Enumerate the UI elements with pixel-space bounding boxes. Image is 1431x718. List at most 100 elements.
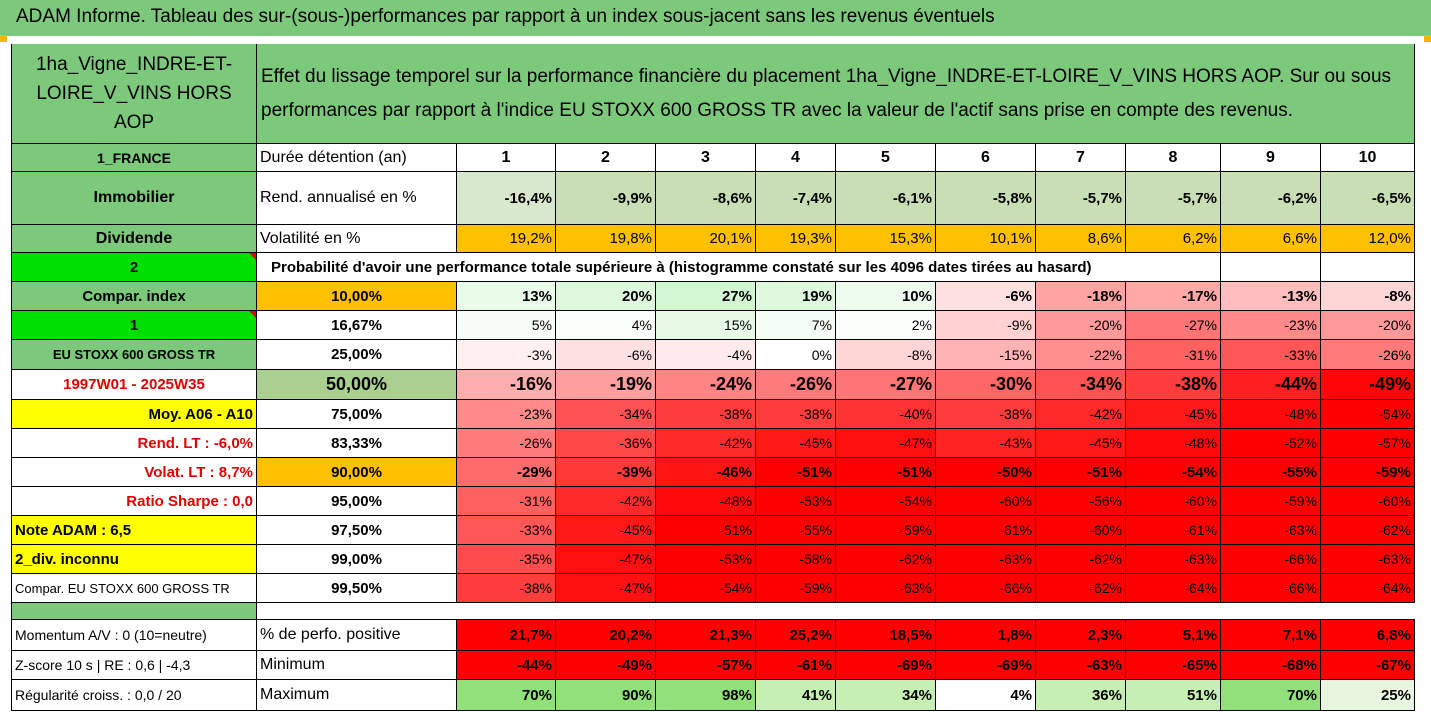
grid-value: -38% [1126,370,1221,400]
grid-value: -30% [936,370,1036,400]
grid-value: 0% [756,340,836,370]
vol-value: 6,6% [1221,225,1321,253]
stat-value: -69% [936,651,1036,680]
left-label: Ratio Sharpe : 0,0 [12,487,257,516]
grid-value: -20% [1321,311,1415,340]
grid-value: -59% [836,516,936,545]
table-border [11,44,12,711]
left-label: EU STOXX 600 GROSS TR [12,340,257,370]
grid-value: -23% [1221,311,1321,340]
stat-value: 70% [457,680,556,711]
grid-value: -63% [1321,545,1415,574]
grid-value: -18% [1036,282,1126,311]
grid-value: -34% [1036,370,1126,400]
grid-value: -26% [756,370,836,400]
grid-value: -62% [1036,545,1126,574]
grid-value: -27% [1126,311,1221,340]
grid-value: -60% [936,487,1036,516]
grid-value: -45% [756,429,836,458]
grid-value: -51% [756,458,836,487]
grid-value: -26% [1321,340,1415,370]
grid-value: -35% [457,545,556,574]
year-header: 3 [656,144,756,172]
year-header: 1 [457,144,556,172]
grid-value: -40% [836,400,936,429]
grid-value: -38% [457,574,556,603]
percentile-label: 10,00% [257,282,457,311]
grid-value: -33% [457,516,556,545]
year-header: 5 [836,144,936,172]
grid-value: -66% [1221,545,1321,574]
stat-label: % de perfo. positive [257,620,457,651]
grid-value: -42% [656,429,756,458]
grid-value: -63% [936,545,1036,574]
stat-value: -68% [1221,651,1321,680]
stat-value: 41% [756,680,836,711]
grid-value: -54% [656,574,756,603]
report-title: ADAM Informe. Tableau des sur-(sous-)per… [0,0,1431,42]
year-header: 9 [1221,144,1321,172]
percentile-label: 25,00% [257,340,457,370]
grid-value: -51% [836,458,936,487]
grid-value: -4% [656,340,756,370]
description-cell: Effet du lissage temporel sur la perform… [257,44,1415,144]
stat-value: 1,8% [936,620,1036,651]
stat-value: 98% [656,680,756,711]
left-label: Rend. LT : -6,0% [12,429,257,458]
stat-value: 2,3% [1036,620,1126,651]
grid-value: -59% [1221,487,1321,516]
grid-value: -36% [556,429,656,458]
grid-value: -45% [1126,400,1221,429]
grid-value: -55% [756,516,836,545]
rend-value: -6,1% [836,172,936,225]
left-label: Volat. LT : 8,7% [12,458,257,487]
stat-value: 6,8% [1321,620,1415,651]
grid-value: 7% [756,311,836,340]
stat-value: -57% [656,651,756,680]
grid-value: -47% [556,574,656,603]
grid-value: -23% [457,400,556,429]
stat-value: 21,3% [656,620,756,651]
grid-value: -63% [1126,545,1221,574]
stat-value: -49% [556,651,656,680]
percentile-label: 50,00% [257,370,457,400]
grid-value: -59% [1321,458,1415,487]
grid-value: -31% [1126,340,1221,370]
grid-value: -60% [1321,487,1415,516]
stat-value: 34% [836,680,936,711]
grid-value: -42% [1036,400,1126,429]
rend-label: Rend. annualisé en % [257,172,457,225]
grid-value: -47% [556,545,656,574]
percentile-label: 97,50% [257,516,457,545]
percentile-label: 90,00% [257,458,457,487]
vol-value: 19,8% [556,225,656,253]
grid-value: -61% [1126,516,1221,545]
stat-value: 51% [1126,680,1221,711]
year-header: 2 [556,144,656,172]
prob-header: Probabilité d'avoir une performance tota… [257,253,1221,282]
rend-value: -5,7% [1036,172,1126,225]
left-label: Moy. A06 - A10 [12,400,257,429]
percentile-label: 83,33% [257,429,457,458]
left-label: 1 [12,311,257,340]
left-label: Compar. index [12,282,257,311]
stat-label: Maximum [257,680,457,711]
grid-value: -39% [556,458,656,487]
report-title-text: ADAM Informe. Tableau des sur-(sous-)per… [16,6,995,27]
stat-value: -61% [756,651,836,680]
grid-value: 19% [756,282,836,311]
corner-marker [0,35,7,42]
empty-cell [1321,253,1415,282]
left-label: Note ADAM : 6,5 [12,516,257,545]
vol-value: 20,1% [656,225,756,253]
grid-value: -45% [556,516,656,545]
grid-value: -31% [457,487,556,516]
vol-value: 19,2% [457,225,556,253]
grid-value: -34% [556,400,656,429]
grid-value: -53% [756,487,836,516]
stat-value: -44% [457,651,556,680]
year-header: 7 [1036,144,1126,172]
horizon-label: Durée détention (an) [257,144,457,172]
grid-value: -51% [1036,458,1126,487]
